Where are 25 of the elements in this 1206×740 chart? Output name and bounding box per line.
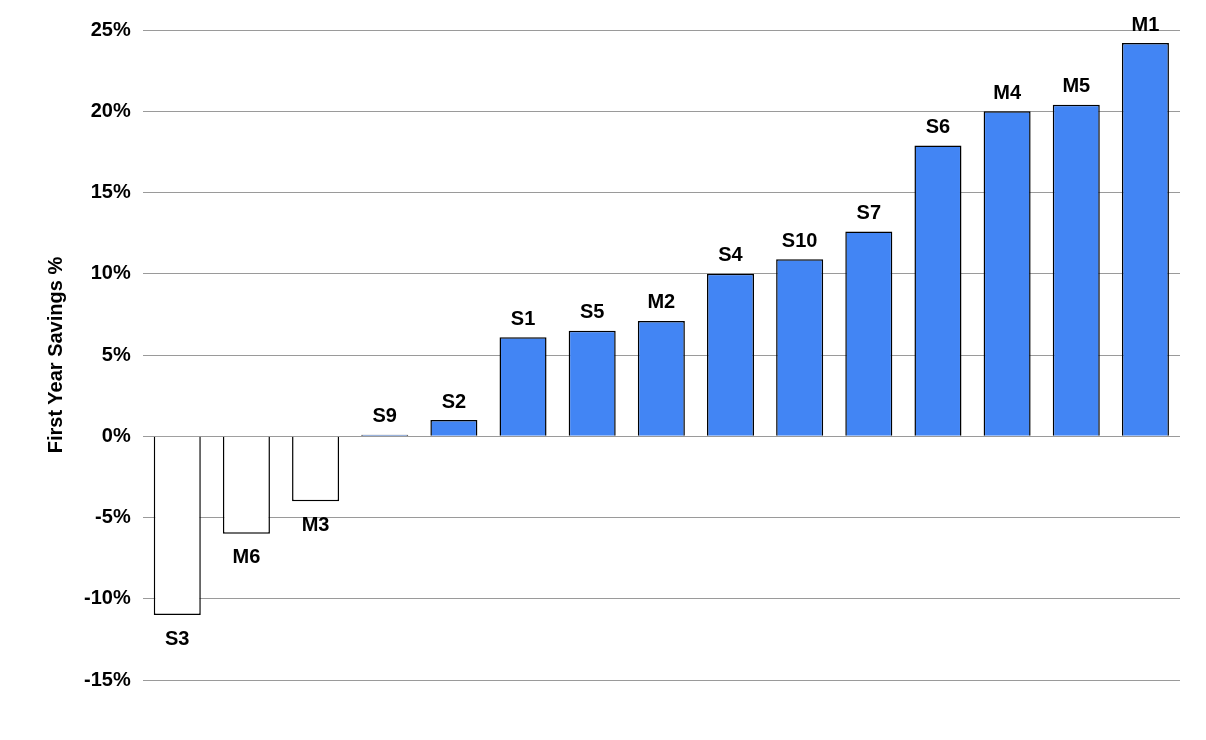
x-tick-label: M3: [301, 512, 330, 535]
x-tick-label: M1: [1131, 12, 1160, 35]
x-tick-label: S4: [718, 243, 744, 266]
x-tick-label: M5: [1062, 74, 1091, 97]
y-tick-label: 15%: [90, 180, 131, 203]
x-tick-label: S5: [579, 300, 605, 323]
x-tick-label: M6: [232, 545, 261, 568]
y-axis-title: First Year Savings %: [43, 256, 66, 454]
y-tick-label: 25%: [90, 17, 131, 40]
y-tick-label: 20%: [90, 98, 131, 121]
x-tick-label: S6: [925, 114, 951, 137]
x-tick-label: S10: [781, 228, 818, 251]
y-tick-label: -15%: [83, 667, 131, 690]
y-tick-label: -5%: [95, 505, 131, 528]
y-tick-label: 0%: [101, 423, 131, 446]
x-tick-label: S9: [372, 404, 397, 427]
y-tick-label: 5%: [101, 342, 131, 365]
y-tick-label: 10%: [90, 261, 131, 284]
x-tick-label: S7: [856, 201, 882, 224]
x-tick-label: M4: [993, 80, 1022, 103]
x-tick-label: S2: [441, 389, 467, 412]
x-tick-label: M2: [647, 290, 676, 313]
y-tick-label: -10%: [83, 586, 131, 609]
x-tick-label: S3: [165, 626, 190, 649]
x-tick-label: S1: [510, 306, 536, 329]
